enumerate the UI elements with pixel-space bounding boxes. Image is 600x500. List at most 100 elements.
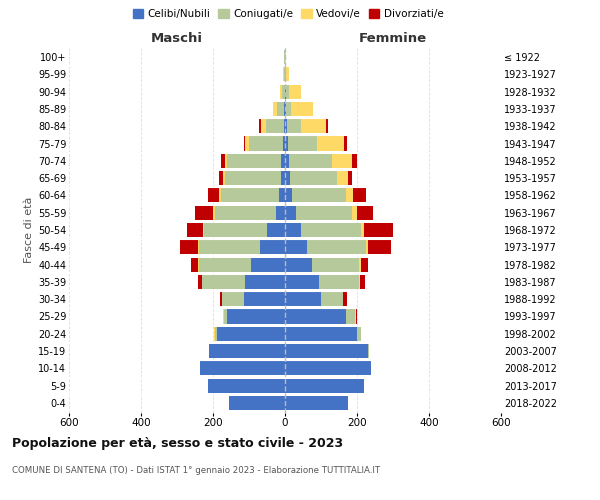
- Legend: Celibi/Nubili, Coniugati/e, Vedovi/e, Divorziati/e: Celibi/Nubili, Coniugati/e, Vedovi/e, Di…: [128, 5, 448, 24]
- Bar: [215, 206, 276, 220]
- Bar: [220, 171, 223, 185]
- Bar: [204, 223, 267, 237]
- Bar: [281, 154, 285, 168]
- Bar: [344, 136, 347, 150]
- Bar: [208, 378, 285, 393]
- Bar: [221, 188, 278, 202]
- Bar: [290, 171, 337, 185]
- Bar: [251, 258, 285, 272]
- Bar: [198, 240, 199, 254]
- Bar: [199, 240, 260, 254]
- Bar: [244, 292, 285, 306]
- Bar: [285, 102, 286, 116]
- Bar: [368, 344, 369, 358]
- Bar: [227, 154, 281, 168]
- Bar: [357, 206, 373, 220]
- Bar: [361, 258, 368, 272]
- Bar: [285, 171, 290, 185]
- Bar: [296, 206, 352, 220]
- Bar: [276, 206, 285, 220]
- Bar: [249, 136, 283, 150]
- Bar: [260, 119, 266, 134]
- Bar: [321, 292, 343, 306]
- Bar: [357, 326, 361, 341]
- Bar: [223, 171, 225, 185]
- Bar: [217, 326, 285, 341]
- Bar: [222, 292, 244, 306]
- Bar: [285, 136, 288, 150]
- Bar: [352, 206, 357, 220]
- Bar: [244, 136, 245, 150]
- Bar: [292, 102, 313, 116]
- Bar: [355, 310, 356, 324]
- Bar: [219, 188, 221, 202]
- Bar: [209, 344, 285, 358]
- Bar: [267, 223, 285, 237]
- Bar: [245, 136, 249, 150]
- Bar: [343, 292, 347, 306]
- Bar: [285, 378, 364, 393]
- Bar: [266, 119, 284, 134]
- Text: Maschi: Maschi: [151, 32, 203, 45]
- Bar: [187, 223, 203, 237]
- Bar: [225, 171, 281, 185]
- Bar: [292, 188, 346, 202]
- Bar: [346, 310, 355, 324]
- Bar: [337, 171, 348, 185]
- Bar: [285, 275, 319, 289]
- Bar: [364, 223, 393, 237]
- Bar: [360, 275, 365, 289]
- Bar: [274, 102, 277, 116]
- Bar: [285, 119, 287, 134]
- Bar: [180, 240, 198, 254]
- Y-axis label: Fasce di età: Fasce di età: [23, 197, 34, 263]
- Bar: [195, 206, 213, 220]
- Bar: [285, 206, 296, 220]
- Bar: [289, 154, 332, 168]
- Bar: [287, 119, 301, 134]
- Bar: [286, 84, 289, 98]
- Bar: [285, 188, 292, 202]
- Bar: [359, 258, 361, 272]
- Bar: [229, 396, 285, 410]
- Bar: [245, 275, 285, 289]
- Bar: [352, 154, 357, 168]
- Bar: [278, 188, 285, 202]
- Bar: [359, 275, 360, 289]
- Bar: [366, 240, 368, 254]
- Bar: [227, 310, 285, 324]
- Bar: [283, 136, 285, 150]
- Bar: [286, 67, 289, 82]
- Bar: [199, 258, 251, 272]
- Text: COMUNE DI SANTENA (TO) - Dati ISTAT 1° gennaio 2023 - Elaborazione TUTTITALIA.IT: COMUNE DI SANTENA (TO) - Dati ISTAT 1° g…: [12, 466, 380, 475]
- Bar: [301, 223, 361, 237]
- Bar: [326, 119, 328, 134]
- Bar: [285, 240, 307, 254]
- Bar: [280, 84, 282, 98]
- Bar: [259, 119, 260, 134]
- Bar: [191, 258, 198, 272]
- Bar: [301, 119, 326, 134]
- Bar: [203, 223, 204, 237]
- Bar: [277, 102, 284, 116]
- Bar: [285, 326, 357, 341]
- Bar: [319, 275, 359, 289]
- Bar: [202, 275, 245, 289]
- Bar: [213, 206, 215, 220]
- Bar: [284, 119, 285, 134]
- Bar: [346, 188, 353, 202]
- Bar: [285, 154, 289, 168]
- Bar: [348, 171, 352, 185]
- Bar: [224, 154, 227, 168]
- Bar: [208, 188, 219, 202]
- Bar: [285, 362, 371, 376]
- Bar: [224, 310, 227, 324]
- Text: Femmine: Femmine: [359, 32, 427, 45]
- Bar: [332, 154, 352, 168]
- Bar: [368, 240, 391, 254]
- Bar: [260, 240, 285, 254]
- Bar: [285, 292, 321, 306]
- Bar: [285, 223, 301, 237]
- Text: Popolazione per età, sesso e stato civile - 2023: Popolazione per età, sesso e stato civil…: [12, 438, 343, 450]
- Bar: [285, 258, 312, 272]
